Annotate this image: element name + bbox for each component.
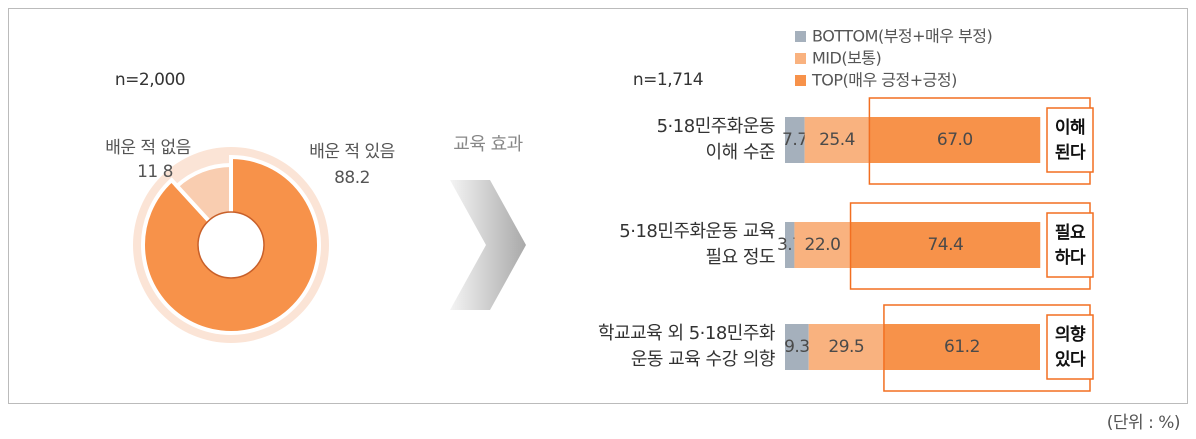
category-label: 필요 정도 bbox=[706, 247, 775, 268]
bar-value-label: 61.2 bbox=[944, 337, 980, 357]
pie-value-label: 11 8 bbox=[137, 162, 173, 182]
pie-value-label: 88.2 bbox=[334, 168, 370, 188]
unit-label: (단위 : %) bbox=[1107, 413, 1180, 433]
annotation-text: 의향 bbox=[1055, 324, 1086, 345]
bar-value-label: 67.0 bbox=[937, 130, 973, 150]
annotation-text: 된다 bbox=[1055, 143, 1086, 163]
category-label: 운동 교육 수강 의향 bbox=[631, 349, 775, 370]
bar-segment bbox=[794, 222, 851, 268]
arrow-label: 교육 효과 bbox=[453, 134, 522, 155]
category-label: 이해 수준 bbox=[706, 142, 775, 163]
legend-label: TOP(매우 긍정+긍정) bbox=[811, 71, 957, 90]
annotation-text: 필요 bbox=[1055, 223, 1086, 243]
category-label: 5·18민주화운동 bbox=[657, 116, 775, 137]
bar-value-label: 74.4 bbox=[927, 235, 963, 255]
bar-value-label: 29.5 bbox=[828, 337, 864, 357]
bar-n: n=1,714 bbox=[633, 70, 703, 90]
legend-swatch bbox=[795, 31, 806, 42]
legend-label: BOTTOM(부정+매우 부정) bbox=[812, 27, 992, 46]
pie-label: 배운 적 없음 bbox=[105, 138, 191, 158]
bar-value-label: 22.0 bbox=[805, 235, 841, 255]
bar-segment bbox=[804, 117, 870, 163]
legend-swatch bbox=[795, 75, 806, 86]
arrow bbox=[450, 180, 526, 310]
bar-segment bbox=[883, 324, 1040, 370]
bar-segment bbox=[850, 222, 1041, 268]
pie-n: n=2,000 bbox=[115, 70, 185, 90]
bar-value-label: 9.3 bbox=[784, 337, 810, 357]
pie-hole bbox=[197, 211, 265, 279]
annotation-text: 있다 bbox=[1055, 350, 1086, 370]
bar-segment bbox=[785, 324, 809, 370]
annotation-box bbox=[1046, 107, 1094, 173]
legend-label: MID(보통) bbox=[812, 49, 881, 68]
bar-segment bbox=[808, 324, 884, 370]
bar-value-label: 25.4 bbox=[819, 130, 855, 150]
annotation-box bbox=[1046, 212, 1094, 278]
category-label: 5·18민주화운동 교육 bbox=[619, 221, 775, 242]
bar-segment bbox=[785, 222, 795, 268]
annotation-text: 이해 bbox=[1055, 118, 1085, 138]
pie-label: 배운 적 있음 bbox=[309, 142, 395, 162]
frame bbox=[8, 8, 1188, 404]
annotation-box bbox=[1046, 314, 1094, 380]
bar-value-label: 7.7 bbox=[782, 130, 808, 150]
legend-swatch bbox=[795, 53, 806, 64]
bar-segment bbox=[869, 117, 1041, 163]
category-label: 학교교육 외 5·18민주화 bbox=[598, 323, 775, 344]
bar-segment bbox=[785, 117, 805, 163]
annotation-text: 하다 bbox=[1055, 248, 1086, 268]
